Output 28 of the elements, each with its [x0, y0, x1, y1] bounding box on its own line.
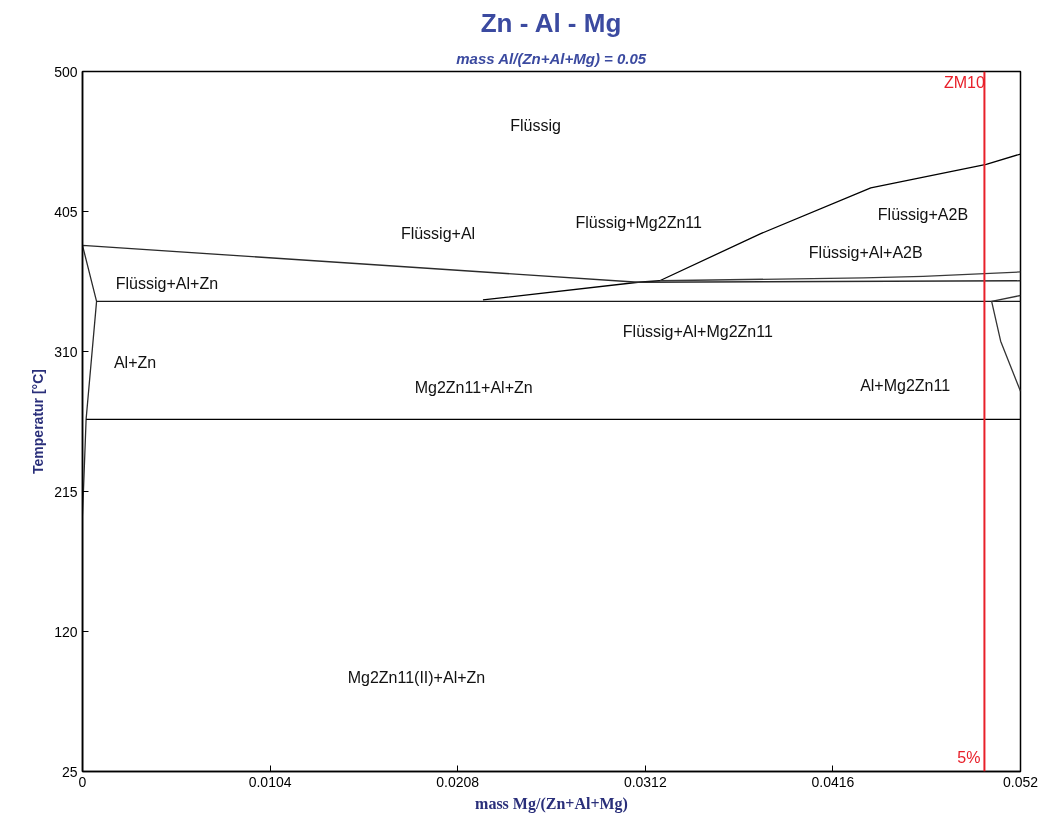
x-tick-label: 0 [78, 773, 87, 790]
x-tick-label: 0.0312 [623, 773, 667, 790]
x-tick-label: 0.0104 [248, 773, 292, 790]
y-tick-label: 215 [54, 483, 78, 500]
annotation: Mg2Zn11+Al+Zn [414, 379, 533, 397]
annotation: Flüssig+Mg2Zn11 [575, 214, 703, 232]
chart-title: Zn - Al - Mg [480, 7, 622, 38]
ref-line-label: 5% [957, 748, 981, 766]
annotation: Flüssig+Al+Zn [115, 275, 219, 293]
y-tick-label: 120 [54, 623, 78, 640]
annotation: Al+Zn [113, 353, 157, 371]
annotation: Flüssig+A2B [877, 205, 969, 223]
annotation: Flüssig [510, 116, 561, 134]
chart-subtitle: mass Al/(Zn+Al+Mg) = 0.05 [456, 49, 647, 67]
annotation: Flüssig+Al [400, 224, 476, 242]
y-axis-title: Temperatur [°C] [30, 369, 47, 474]
annotation: Al+Mg2Zn11 [860, 376, 951, 394]
y-tick-label: 405 [54, 203, 78, 220]
annotation: Mg2Zn11(II)+Al+Zn [347, 669, 486, 687]
annotation: Flüssig+Al+A2B [808, 244, 923, 262]
y-tick-label: 500 [54, 63, 78, 80]
x-tick-label: 0.0208 [436, 773, 480, 790]
y-tick-label: 25 [61, 763, 78, 780]
x-axis-title: mass Mg/(Zn+Al+Mg) [475, 794, 628, 813]
y-tick-label: 310 [54, 343, 78, 360]
x-tick-label: 0.0416 [811, 773, 855, 790]
annotation: Flüssig+Al+Mg2Zn11 [622, 322, 773, 340]
x-tick-label: 0.052 [1002, 773, 1039, 790]
